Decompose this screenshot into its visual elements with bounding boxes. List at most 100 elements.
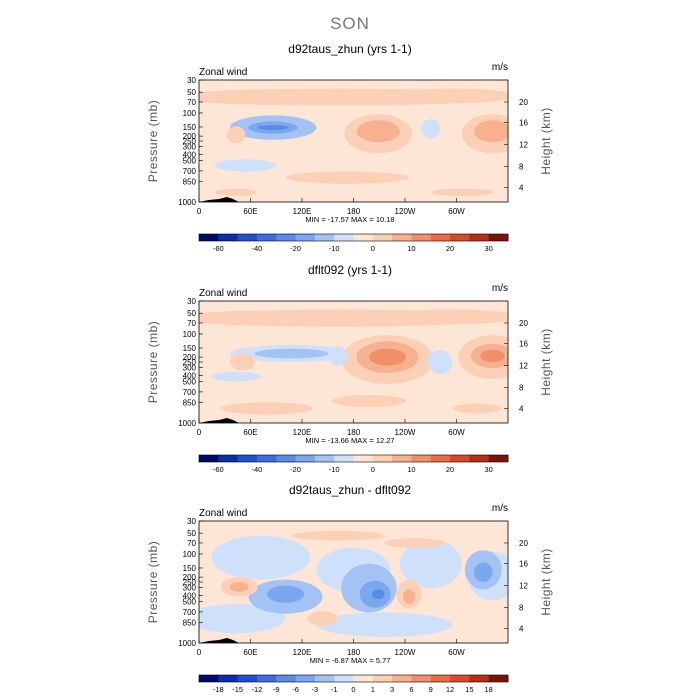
colorbar-swatch: [199, 234, 219, 241]
colorbar-label: -60: [213, 465, 224, 474]
colorbar-swatch: [430, 234, 451, 241]
y2-tick-label: 16: [519, 119, 528, 128]
y2-tick-label: 4: [519, 404, 524, 413]
y-tick-label: 250: [183, 358, 197, 367]
y-tick-label: 700: [183, 388, 197, 397]
y2-axis-label: Height (km): [539, 548, 553, 616]
y2-axis-label: Height (km): [539, 107, 553, 175]
chart-title: d92taus_zhun - dflt092: [289, 483, 411, 497]
colorbar-label: -60: [213, 244, 224, 253]
colorbar-label: -20: [290, 465, 301, 474]
y-tick-label: 150: [183, 564, 197, 573]
y-tick-label: 30: [187, 297, 196, 306]
min-max-stats: MIN = -6.87 MAX = 5.77: [310, 656, 391, 665]
y-tick-label: 300: [183, 363, 197, 372]
y-tick-label: 400: [183, 371, 197, 380]
colorbar-swatch: [469, 675, 490, 682]
units-label: m/s: [492, 62, 508, 73]
min-max-stats: MIN = -13.66 MAX = 12.27: [305, 436, 394, 445]
colorbar-swatch: [334, 675, 354, 682]
colorbar-label: 10: [407, 244, 415, 253]
contour-region: [402, 589, 416, 604]
topography: [199, 418, 239, 423]
colorbar-frame: [198, 674, 509, 683]
colorbar-swatch: [314, 455, 335, 462]
chart-panel: dflt092 (yrs 1-1)Zonal wind m/s3050701001…: [146, 263, 553, 474]
contour-region: [384, 538, 447, 548]
colorbar-swatch: [353, 455, 374, 462]
plot-area: [199, 521, 508, 643]
colorbar-swatch: [256, 234, 277, 241]
colorbar-label: -10: [329, 465, 340, 474]
contour-region: [205, 310, 267, 326]
colorbar-swatch: [469, 455, 490, 462]
y-tick-label: 1000: [178, 198, 196, 207]
x-tick-label: 180: [347, 648, 361, 657]
contour-region: [214, 159, 277, 172]
colorbar-swatch: [430, 455, 451, 462]
y2-tick-label: 4: [519, 183, 524, 192]
y-tick-label: 70: [187, 98, 196, 107]
contour-region: [421, 119, 441, 139]
y-tick-label: 400: [183, 591, 197, 600]
colorbar-label: -6: [292, 685, 299, 694]
y-tick-label: 300: [183, 142, 197, 151]
chart-title: d92taus_zhun (yrs 1-1): [288, 42, 411, 56]
contour-region: [285, 171, 410, 184]
y2-tick-label: 8: [519, 604, 524, 613]
y-tick-label: 300: [183, 583, 197, 592]
colorbar-label: 1: [371, 685, 375, 694]
y-tick-label: 850: [183, 618, 197, 627]
y2-tick-label: 12: [519, 582, 528, 591]
topography: [199, 638, 239, 643]
x-tick-label: 120W: [395, 648, 416, 657]
colorbar-swatch: [392, 675, 412, 682]
colorbar-swatch: [295, 675, 316, 682]
colorbar-label: 6: [409, 685, 413, 694]
y-tick-label: 50: [187, 529, 196, 538]
y-tick-label: 150: [183, 123, 197, 132]
y-tick-label: 1000: [178, 639, 196, 648]
colorbar-label: -20: [290, 244, 301, 253]
y-tick-label: 850: [183, 398, 197, 407]
colorbar-swatch: [276, 234, 296, 241]
colorbar-swatch: [372, 234, 393, 241]
y2-tick-label: 20: [519, 98, 528, 107]
y-tick-label: 30: [187, 517, 196, 526]
variable-label: Zonal wind: [199, 288, 247, 299]
colorbar-swatch: [218, 455, 239, 462]
colorbar-label: -10: [329, 244, 340, 253]
y-tick-label: 700: [183, 167, 197, 176]
colorbar-label: 0: [371, 244, 375, 253]
colorbar-label: -3: [312, 685, 319, 694]
contour-region: [229, 353, 255, 371]
y-axis-label: Pressure (mb): [146, 100, 160, 183]
contour-region: [384, 309, 508, 325]
y-tick-label: 500: [183, 598, 197, 607]
colorbar-label: -40: [252, 244, 263, 253]
contour-region: [211, 371, 261, 382]
contour-region: [474, 120, 508, 143]
y2-tick-label: 12: [519, 362, 528, 371]
x-tick-label: 120W: [395, 428, 416, 437]
x-tick-label: 180: [347, 207, 361, 216]
y-axis-label: Pressure (mb): [146, 541, 160, 624]
x-tick-label: 60W: [448, 207, 465, 216]
x-tick-label: 120E: [293, 648, 312, 657]
y2-tick-label: 8: [519, 163, 524, 172]
y-tick-label: 70: [187, 319, 196, 328]
contour-region: [331, 394, 407, 408]
colorbar-swatch: [450, 675, 470, 682]
colorbar-label: -1: [331, 685, 338, 694]
colorbar-swatch: [450, 234, 470, 241]
colorbar-label: 15: [465, 685, 473, 694]
contour-region: [399, 539, 462, 589]
contour-region: [199, 603, 286, 634]
y2-axis-label: Height (km): [539, 328, 553, 396]
colorbar-label: 30: [485, 465, 493, 474]
y-tick-label: 150: [183, 344, 197, 353]
y2-tick-label: 20: [519, 319, 528, 328]
chart-title: dflt092 (yrs 1-1): [308, 263, 392, 277]
contour-region: [480, 349, 505, 362]
colorbar-label: 18: [485, 685, 493, 694]
